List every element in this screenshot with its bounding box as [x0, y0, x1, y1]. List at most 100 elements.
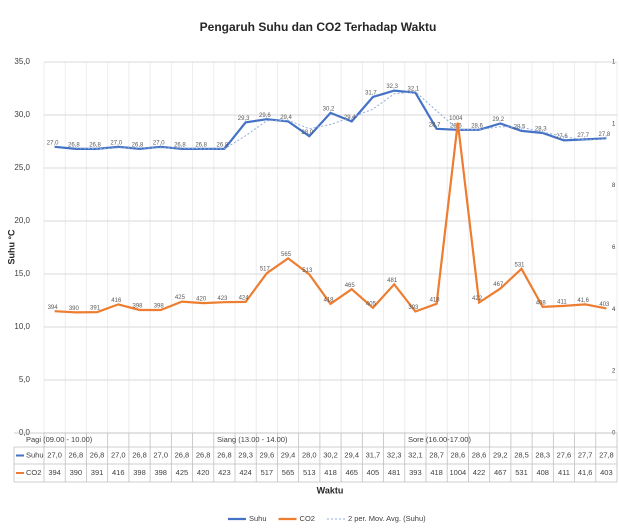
data-label: 31,7: [365, 91, 377, 97]
table-cell: 32,1: [408, 450, 423, 459]
table-cell: 26,8: [132, 450, 147, 459]
table-cell: 29,6: [260, 450, 275, 459]
table-cell: 513: [303, 468, 316, 477]
table-cell: 420: [197, 468, 210, 477]
table-cell: 531: [515, 468, 528, 477]
data-label: 398: [154, 304, 165, 310]
data-label: 28,0: [301, 130, 313, 136]
table-cell: 28,6: [451, 450, 466, 459]
data-label: 27,0: [110, 140, 122, 146]
data-label: 28,7: [429, 122, 441, 128]
table-cell: 422: [473, 468, 486, 477]
table-cell: 394: [48, 468, 61, 477]
x-tick-label: Siang (13.00 - 14.00): [217, 435, 288, 444]
data-label: 390: [69, 306, 80, 312]
data-label: 416: [111, 298, 122, 304]
data-label: 26,8: [132, 142, 144, 148]
data-label: 26,8: [195, 142, 207, 148]
data-label: 27,6: [556, 134, 568, 140]
series-line: [75, 91, 607, 150]
data-label: 565: [281, 252, 292, 258]
data-label: 517: [260, 267, 271, 273]
table-cell: 41,6: [578, 468, 593, 477]
table-cell: 467: [494, 468, 507, 477]
data-label: 531: [514, 262, 525, 268]
table-cell: 30,2: [323, 450, 338, 459]
y2-tick-label: 4: [612, 307, 616, 313]
data-label: 27,0: [153, 140, 165, 146]
data-label: 467: [493, 282, 504, 288]
table-cell: 28,6: [472, 450, 487, 459]
table-cell: 26,8: [69, 450, 84, 459]
y2-tick-label: 0: [612, 431, 616, 437]
data-label: 29,3: [238, 116, 250, 122]
data-label: 418: [323, 297, 334, 303]
table-cell: 391: [91, 468, 104, 477]
data-label: 28,6: [450, 123, 462, 129]
table-cell: 517: [261, 468, 274, 477]
data-label: 425: [175, 295, 186, 301]
data-label: 420: [196, 297, 207, 303]
data-label: 423: [217, 296, 228, 302]
table-cell: 411: [558, 468, 570, 477]
table-cell: 425: [176, 468, 189, 477]
table-cell: 28,0: [302, 450, 317, 459]
data-label: 26,8: [174, 142, 186, 148]
data-label: 26,8: [89, 142, 101, 148]
y2-tick-label: 2: [612, 369, 616, 375]
data-label: 405: [366, 301, 377, 307]
data-label: 27,8: [599, 132, 611, 138]
series-line: [54, 122, 607, 314]
y2-tick-label: 1: [612, 60, 616, 66]
table-cell: 423: [218, 468, 231, 477]
y-tick-label: 10,0: [14, 322, 30, 331]
y-tick-label: 5,0: [19, 375, 31, 384]
table-cell: 28,5: [514, 450, 529, 459]
data-label: 403: [599, 302, 610, 308]
y-tick-label: 20,0: [14, 216, 30, 225]
table-cell: 393: [409, 468, 422, 477]
data-label: 481: [387, 278, 398, 284]
y-axis-label: Suhu °C: [6, 229, 16, 265]
table-cell: 418: [430, 468, 443, 477]
table-cell: 29,3: [238, 450, 253, 459]
data-label: 27,7: [577, 133, 589, 139]
data-label: 32,1: [408, 86, 420, 92]
table-cell: 26,8: [175, 450, 190, 459]
table-cell: 565: [282, 468, 295, 477]
legend-label: Suhu: [249, 514, 267, 523]
table-cell: 27,7: [578, 450, 593, 459]
data-label: 418: [430, 297, 441, 303]
table-cell: 1004: [449, 468, 466, 477]
data-label: 1004: [449, 116, 463, 122]
data-label: 513: [302, 268, 313, 274]
y-tick-label: 35,0: [14, 57, 30, 66]
data-label: 465: [345, 283, 356, 289]
table-cell: 465: [345, 468, 358, 477]
table-cell: 27,8: [599, 450, 614, 459]
table-cell: 32,3: [387, 450, 402, 459]
data-label: 408: [536, 300, 547, 306]
y-tick-label: 30,0: [14, 110, 30, 119]
table-cell: 418: [324, 468, 337, 477]
table-cell: 403: [600, 468, 613, 477]
table-cell: 31,7: [366, 450, 381, 459]
table-cell: 28,3: [535, 450, 550, 459]
data-label: 41,6: [577, 298, 589, 304]
table-cell: 27,0: [111, 450, 126, 459]
table-cell: 27,0: [47, 450, 62, 459]
data-label: 391: [90, 306, 101, 312]
y2-tick-label: 1: [612, 121, 616, 127]
y-tick-label: 15,0: [14, 269, 30, 278]
table-row-header: Suhu: [26, 450, 44, 459]
data-label: 32,3: [386, 84, 398, 90]
table-cell: 481: [388, 468, 401, 477]
data-label: 27,0: [47, 140, 59, 146]
table-row-header: CO2: [26, 468, 41, 477]
data-label: 411: [557, 300, 567, 306]
table-cell: 26,8: [196, 450, 211, 459]
table-cell: 398: [133, 468, 146, 477]
data-label: 424: [239, 295, 250, 301]
data-label: 29,4: [280, 115, 292, 121]
